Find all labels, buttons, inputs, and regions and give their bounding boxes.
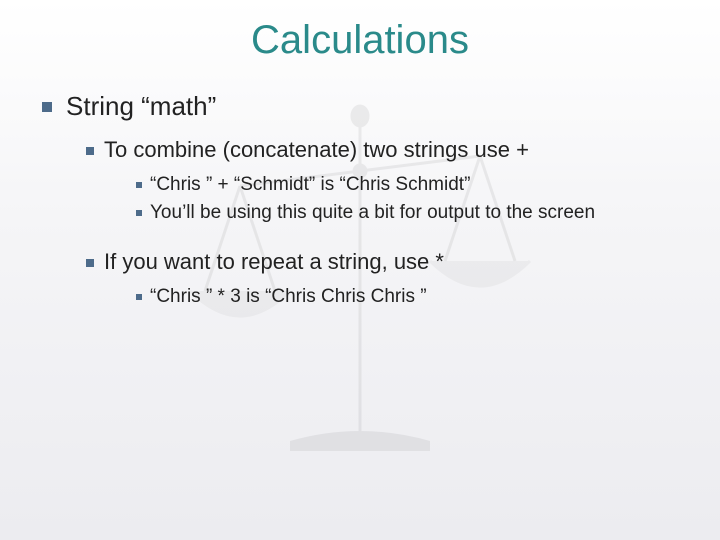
- bullet-level-2: If you want to repeat a string, use *: [86, 248, 690, 277]
- square-bullet-icon: [136, 182, 142, 188]
- bullet-level-1: String “math”: [42, 91, 690, 122]
- square-bullet-icon: [136, 294, 142, 300]
- l3-text: “Chris ” + “Schmidt” is “Chris Schmidt”: [150, 174, 470, 195]
- bullet-level-3: You’ll be using this quite a bit for out…: [136, 201, 690, 226]
- bullet-level-2: To combine (concatenate) two strings use…: [86, 136, 690, 165]
- bullet-level-3: “Chris ” + “Schmidt” is “Chris Schmidt”: [136, 173, 690, 198]
- l3-text: You’ll be using this quite a bit for out…: [150, 202, 595, 223]
- slide-content: String “math” To combine (concatenate) t…: [0, 63, 720, 309]
- square-bullet-icon: [136, 210, 142, 216]
- slide-title: Calculations: [0, 0, 720, 63]
- bullet-level-3: “Chris ” * 3 is “Chris Chris Chris ”: [136, 285, 690, 310]
- square-bullet-icon: [86, 259, 94, 267]
- square-bullet-icon: [42, 102, 52, 112]
- l2-text: To combine (concatenate) two strings use…: [104, 137, 529, 162]
- l2-text: If you want to repeat a string, use *: [104, 249, 444, 274]
- square-bullet-icon: [86, 147, 94, 155]
- l3-text: “Chris ” * 3 is “Chris Chris Chris ”: [150, 286, 427, 307]
- l1-text: String “math”: [66, 91, 216, 121]
